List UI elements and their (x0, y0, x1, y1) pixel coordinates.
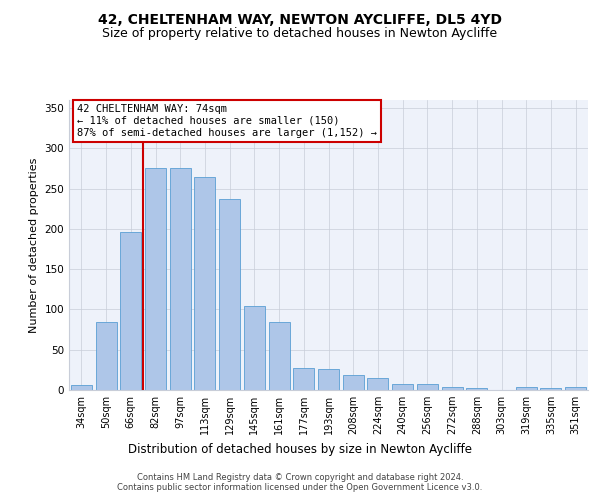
Bar (145, 168, 166, 390)
Bar (466, 388, 487, 390)
Bar (219, 199, 240, 390)
Text: 42 CHELTENHAM WAY: 74sqm
← 11% of detached houses are smaller (150)
87% of semi-: 42 CHELTENHAM WAY: 74sqm ← 11% of detach… (77, 104, 377, 138)
Bar (244, 306, 265, 390)
Text: 42, CHELTENHAM WAY, NEWTON AYCLIFFE, DL5 4YD: 42, CHELTENHAM WAY, NEWTON AYCLIFFE, DL5… (98, 12, 502, 26)
Bar (367, 378, 388, 390)
Text: Contains HM Land Registry data © Crown copyright and database right 2024.
Contai: Contains HM Land Registry data © Crown c… (118, 472, 482, 492)
Text: Size of property relative to detached houses in Newton Aycliffe: Size of property relative to detached ho… (103, 28, 497, 40)
Bar (417, 384, 438, 390)
Bar (442, 387, 463, 390)
Bar (343, 374, 364, 390)
Text: Distribution of detached houses by size in Newton Aycliffe: Distribution of detached houses by size … (128, 442, 472, 456)
Bar (194, 176, 215, 390)
Bar (71, 385, 92, 390)
Y-axis label: Number of detached properties: Number of detached properties (29, 158, 39, 332)
Bar (318, 369, 339, 390)
Bar (120, 232, 141, 390)
Bar (392, 384, 413, 390)
Bar (170, 168, 191, 390)
Bar (541, 388, 562, 390)
Bar (516, 387, 537, 390)
Bar (293, 368, 314, 390)
Bar (565, 387, 586, 390)
Bar (269, 322, 290, 390)
Bar (95, 322, 116, 390)
